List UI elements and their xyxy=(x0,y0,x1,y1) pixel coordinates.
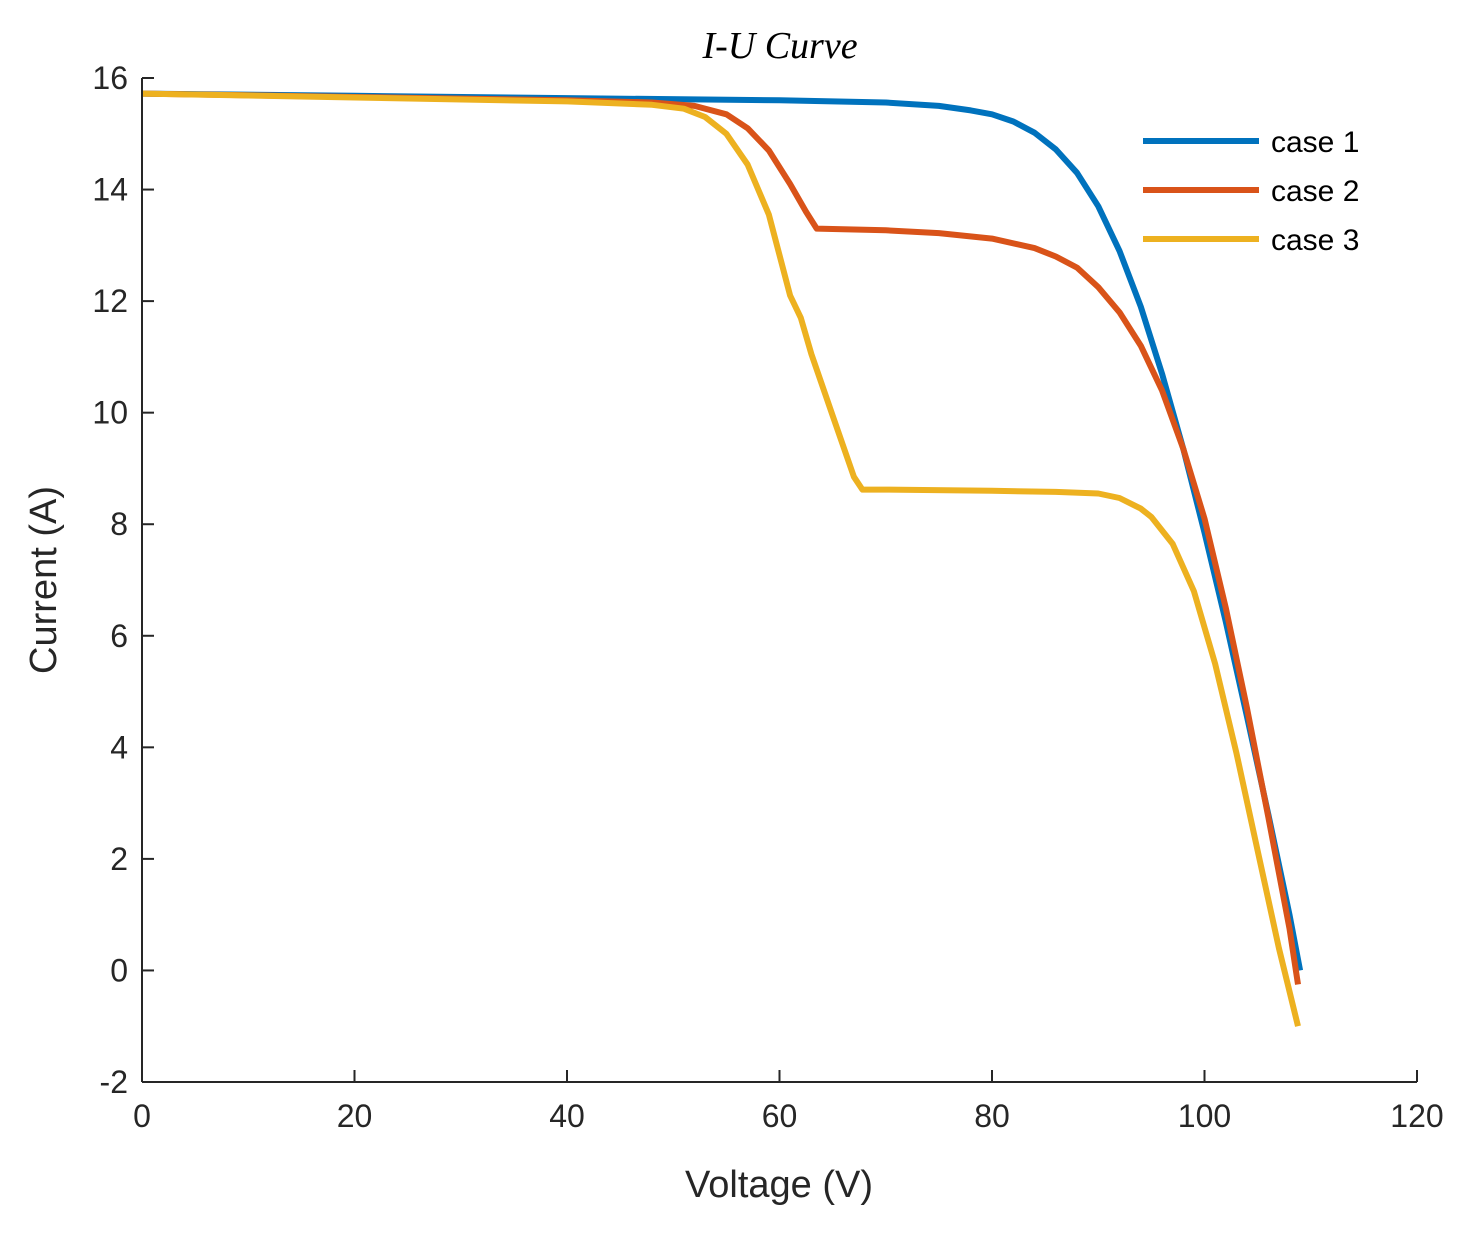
y-tick-label: 8 xyxy=(110,506,128,542)
y-tick-label: 2 xyxy=(110,841,128,877)
y-tick-label: 0 xyxy=(110,952,128,988)
x-tick-label: 40 xyxy=(549,1098,585,1134)
legend: case 1 case 2 case 3 xyxy=(1143,126,1359,257)
x-tick-label: 80 xyxy=(974,1098,1010,1134)
y-tick-label: 10 xyxy=(92,395,128,431)
x-tick-label: 0 xyxy=(133,1098,151,1134)
x-tick-label: 120 xyxy=(1390,1098,1443,1134)
legend-label-case-3: case 3 xyxy=(1271,224,1359,257)
y-tick-label: -2 xyxy=(100,1064,128,1100)
y-tick-label: 6 xyxy=(110,618,128,654)
y-tick-label: 14 xyxy=(92,172,128,208)
x-tick-label: 100 xyxy=(1178,1098,1231,1134)
legend-label-case-1: case 1 xyxy=(1271,126,1359,159)
x-tick-label: 60 xyxy=(762,1098,798,1134)
y-tick-label: 4 xyxy=(110,729,128,765)
legend-label-case-2: case 2 xyxy=(1271,175,1359,208)
x-axis-label: Voltage (V) xyxy=(685,1164,873,1206)
y-tick-label: 16 xyxy=(92,60,128,96)
chart-title: I-U Curve xyxy=(701,25,857,67)
y-axis-label: Current (A) xyxy=(23,486,65,674)
series-line-case-3 xyxy=(141,90,1301,1027)
series-layer xyxy=(141,90,1304,1027)
series-line-case-2 xyxy=(141,90,1301,985)
y-tick-label: 12 xyxy=(92,283,128,319)
x-tick-label: 20 xyxy=(337,1098,373,1134)
